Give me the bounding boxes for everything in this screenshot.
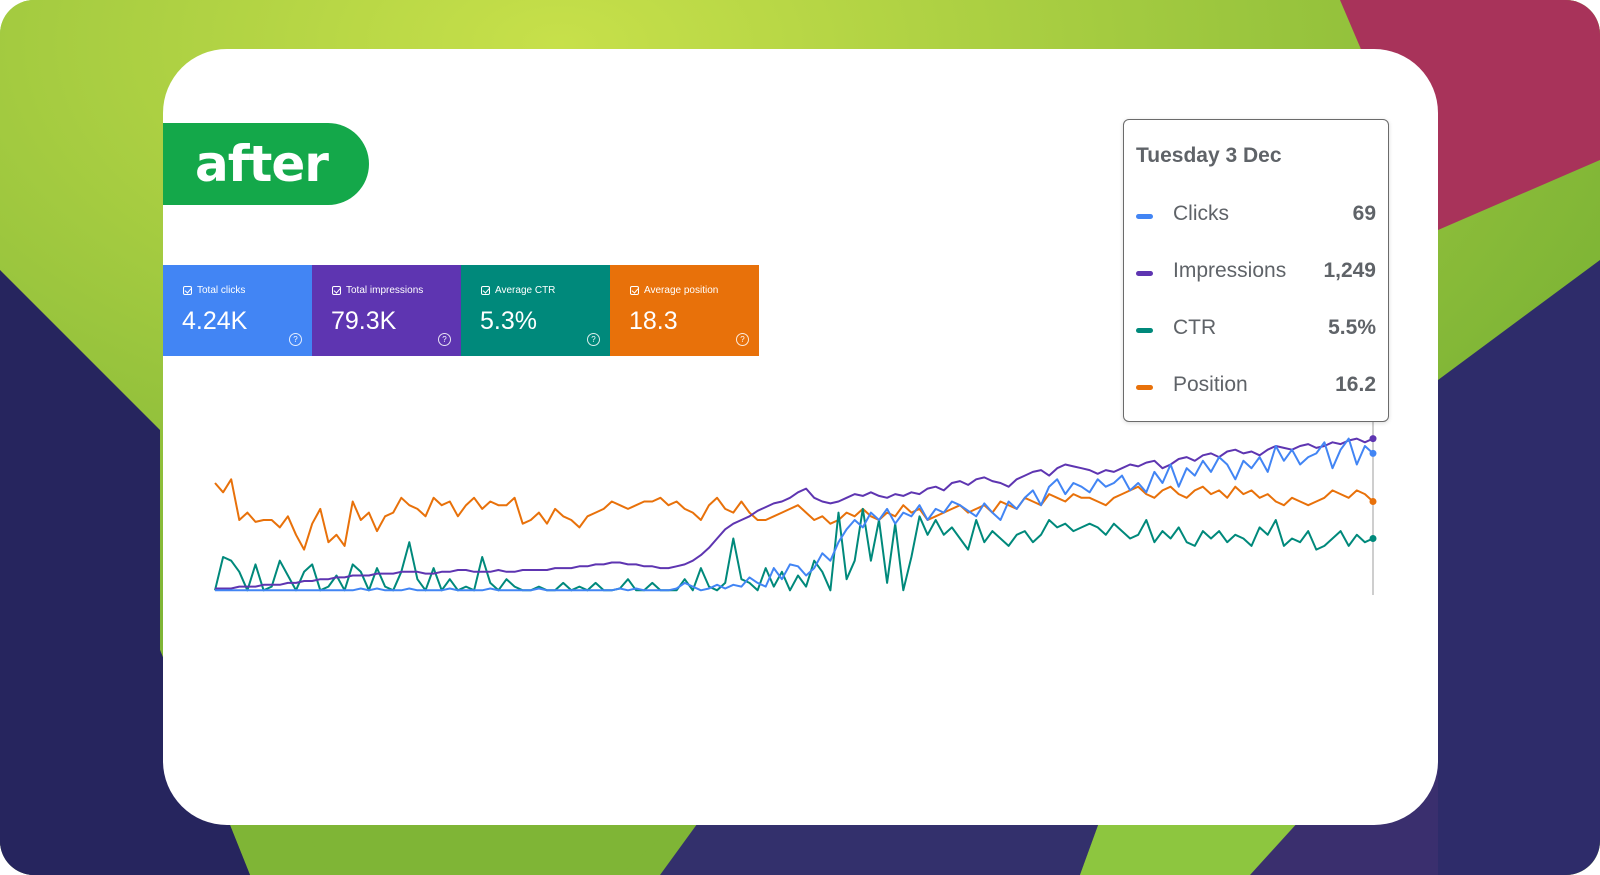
metric-total-clicks[interactable]: Total clicks 4.24K ?: [163, 265, 312, 356]
tooltip-series-name: CTR: [1173, 316, 1217, 339]
tooltip-row-clicks: Clicks 69: [1136, 202, 1376, 230]
series-swatch: [1136, 328, 1153, 333]
series-point-impressions: [1369, 435, 1377, 443]
metric-label-row: Total clicks: [183, 285, 245, 296]
metric-average-position[interactable]: Average position 18.3 ?: [610, 265, 759, 356]
tooltip-series-value: 16.2: [1335, 373, 1376, 396]
checkbox-icon[interactable]: [481, 286, 490, 295]
metric-label-row: Average CTR: [481, 285, 555, 296]
series-point-clicks: [1369, 449, 1377, 457]
tooltip-series-name: Impressions: [1173, 259, 1287, 282]
help-icon[interactable]: ?: [289, 333, 302, 346]
metric-label: Average CTR: [495, 285, 556, 296]
checkbox-icon[interactable]: [630, 286, 639, 295]
series-point-position: [1369, 498, 1377, 505]
metric-label: Total clicks: [197, 285, 246, 296]
performance-chart[interactable]: [163, 49, 1438, 825]
checkbox-icon[interactable]: [183, 286, 192, 295]
tooltip-date: Tuesday 3 Dec: [1136, 144, 1282, 167]
tooltip-series-name: Position: [1173, 373, 1248, 396]
tooltip-row-impressions: Impressions 1,249: [1136, 259, 1376, 287]
series-line-ctr: [214, 507, 1374, 592]
checkbox-icon[interactable]: [332, 286, 341, 295]
metric-cards: Total clicks 4.24K ? Total impressions 7…: [163, 265, 759, 356]
metric-value: 5.3%: [480, 307, 537, 335]
metric-value: 18.3: [629, 307, 678, 335]
tooltip-row-position: Position 16.2: [1136, 373, 1376, 401]
tooltip-series-value: 69: [1352, 202, 1376, 225]
metric-total-impressions[interactable]: Total impressions 79.3K ?: [312, 265, 461, 356]
after-badge: after: [163, 123, 369, 205]
metric-label: Average position: [644, 285, 719, 296]
series-line-impressions: [215, 437, 1374, 590]
metric-value: 79.3K: [331, 307, 397, 335]
series-swatch: [1136, 385, 1153, 390]
metric-average-ctr[interactable]: Average CTR 5.3% ?: [461, 265, 610, 356]
tooltip-series-name: Clicks: [1173, 202, 1229, 225]
help-icon[interactable]: ?: [587, 333, 600, 346]
metric-value: 4.24K: [182, 307, 248, 335]
tooltip-row-ctr: CTR 5.5%: [1136, 316, 1376, 344]
help-icon[interactable]: ?: [438, 333, 451, 346]
tooltip-series-value: 1,249: [1323, 259, 1376, 282]
metric-label-row: Average position: [630, 285, 718, 296]
tooltip-series-value: 5.5%: [1328, 316, 1376, 339]
series-line-clicks: [215, 437, 1374, 592]
chart-tooltip: Tuesday 3 Dec Clicks 69 Impressions 1,24…: [1123, 119, 1389, 422]
screenshot-card: after Total clicks 4.24K ? Total impress…: [163, 49, 1438, 825]
series-swatch: [1136, 271, 1153, 276]
help-icon[interactable]: ?: [736, 333, 749, 346]
metric-label: Total impressions: [346, 285, 424, 296]
series-point-ctr: [1369, 535, 1377, 542]
series-swatch: [1136, 214, 1153, 219]
metric-label-row: Total impressions: [332, 285, 423, 296]
series-line-position: [214, 478, 1374, 551]
